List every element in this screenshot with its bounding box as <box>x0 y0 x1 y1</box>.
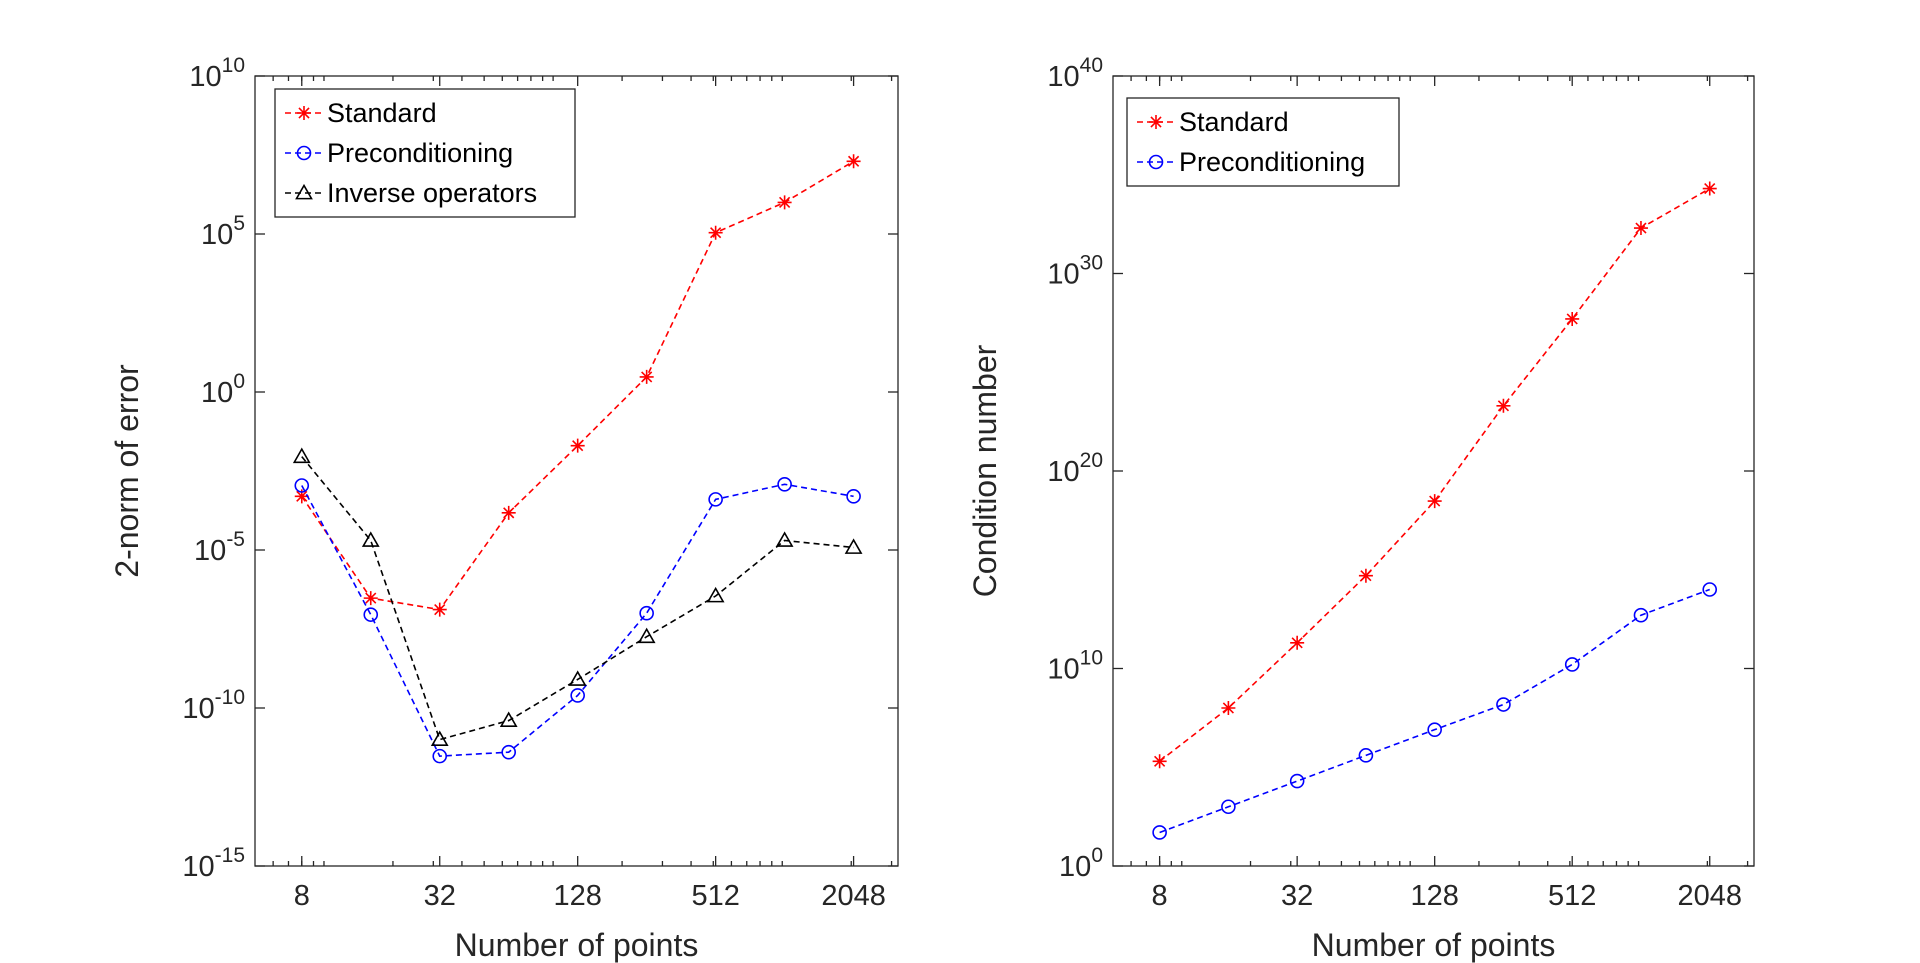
data-point-circle <box>501 744 517 760</box>
x-tick-label: 512 <box>691 880 739 912</box>
data-point-circle <box>363 607 379 622</box>
data-point-circle <box>1633 607 1649 623</box>
data-point-asterisk <box>294 489 309 504</box>
data-point-asterisk <box>1221 701 1236 715</box>
legend-label: Preconditioning <box>1179 147 1365 177</box>
data-point-asterisk <box>1633 221 1648 236</box>
data-point-asterisk <box>1427 494 1442 509</box>
series-preconditioning <box>1152 582 1718 840</box>
legend-box <box>274 88 576 218</box>
data-point-asterisk <box>432 602 447 617</box>
legend-label: Preconditioning <box>327 138 513 168</box>
data-point-circle <box>432 748 448 764</box>
legend: Standard Preconditioning <box>1126 97 1400 187</box>
data-point-circle <box>777 476 792 492</box>
data-point-asterisk <box>777 195 792 210</box>
data-point-asterisk <box>570 438 585 453</box>
x-axis-label: Number of points <box>1312 927 1556 963</box>
series-line <box>301 483 854 757</box>
chart-panel-2: 8 32 128 512 2048 100 1010 1020 1030 1040 Number o… <box>967 54 1755 963</box>
y-tick-label: 100 <box>201 370 245 409</box>
x-tick-label: 512 <box>1548 880 1596 912</box>
data-point-triangle <box>292 447 311 464</box>
x-tick-label: 8 <box>294 880 310 912</box>
legend: Standard Preconditioning Inverse operators <box>274 88 576 218</box>
data-point-triangle <box>295 183 313 200</box>
series-standard <box>294 154 861 617</box>
data-point-circle <box>1702 582 1718 597</box>
data-point-circle <box>846 489 861 504</box>
y-tick-label: 10-15 <box>182 844 245 883</box>
data-point-asterisk <box>363 591 378 606</box>
x-tick-label: 2048 <box>821 880 886 912</box>
data-point-circle <box>639 605 654 621</box>
data-point-asterisk <box>846 154 861 169</box>
y-axis-label: Condition number <box>967 344 1003 597</box>
data-point-circle <box>1427 722 1442 737</box>
data-point-asterisk <box>1565 311 1580 326</box>
data-point-asterisk <box>1290 635 1305 650</box>
data-point-asterisk <box>1149 115 1163 129</box>
data-point-triangle <box>430 730 449 747</box>
legend-label: Standard <box>327 98 437 128</box>
y-tick-label: 1020 <box>1047 449 1103 488</box>
plot-area-border <box>254 75 899 867</box>
data-point-asterisk <box>1358 568 1373 583</box>
data-point-triangle <box>775 531 794 547</box>
data-point-asterisk <box>708 225 723 240</box>
data-point-circle <box>570 688 585 703</box>
data-point-circle <box>1289 773 1305 789</box>
legend-label: Inverse operators <box>327 178 537 208</box>
y-tick-label: 105 <box>201 212 245 251</box>
series-line <box>301 456 854 741</box>
y-axis-label: 2-norm of error <box>109 364 145 578</box>
x-tick-label: 128 <box>1410 880 1458 912</box>
y-tick-label: 10-5 <box>194 528 245 567</box>
data-point-asterisk <box>1702 181 1717 196</box>
x-tick-label: 32 <box>424 880 456 912</box>
legend-label: Standard <box>1179 107 1289 137</box>
y-tick-label: 1010 <box>1047 647 1103 686</box>
series-standard <box>1152 181 1717 769</box>
data-point-asterisk <box>297 106 311 120</box>
x-tick-label: 2048 <box>1677 880 1742 912</box>
chart-panel-1: 8 32 128 512 2048 10-15 10-10 10-5 100 105 1010 Num… <box>109 54 899 963</box>
y-tick-label: 100 <box>1059 844 1103 883</box>
x-tick-label: 128 <box>553 880 601 912</box>
y-tick-label: 1030 <box>1047 252 1103 291</box>
plot-area-border <box>1112 75 1755 867</box>
series-line <box>1159 187 1711 762</box>
data-point-triangle <box>637 627 656 644</box>
series-line <box>1159 588 1711 834</box>
data-point-triangle <box>361 531 380 547</box>
data-point-triangle <box>706 586 725 603</box>
data-point-circle <box>294 478 310 493</box>
data-point-circle <box>1221 799 1236 815</box>
data-point-circle <box>1148 154 1164 170</box>
data-point-asterisk <box>1152 754 1167 769</box>
data-point-asterisk <box>639 369 654 384</box>
data-point-triangle <box>844 538 863 554</box>
y-tick-label: 1010 <box>189 54 245 93</box>
data-point-circle <box>1496 697 1511 712</box>
data-point-circle <box>1152 825 1167 840</box>
y-tick-label: 1040 <box>1047 54 1103 93</box>
legend-box <box>1126 97 1400 187</box>
data-point-triangle <box>499 711 518 727</box>
y-tick-label: 10-10 <box>182 686 245 725</box>
data-point-circle <box>296 145 312 161</box>
x-tick-label: 8 <box>1152 880 1168 912</box>
series-inverse-operators <box>292 447 863 747</box>
series-line <box>301 160 854 611</box>
data-point-asterisk <box>1496 398 1511 413</box>
data-point-circle <box>1564 657 1580 672</box>
data-point-circle <box>1358 748 1374 763</box>
data-point-circle <box>708 492 723 507</box>
x-tick-label: 32 <box>1281 880 1313 912</box>
data-point-asterisk <box>501 505 516 520</box>
x-axis-label: Number of points <box>455 927 699 963</box>
data-point-triangle <box>568 670 587 686</box>
series-preconditioning <box>294 476 861 764</box>
